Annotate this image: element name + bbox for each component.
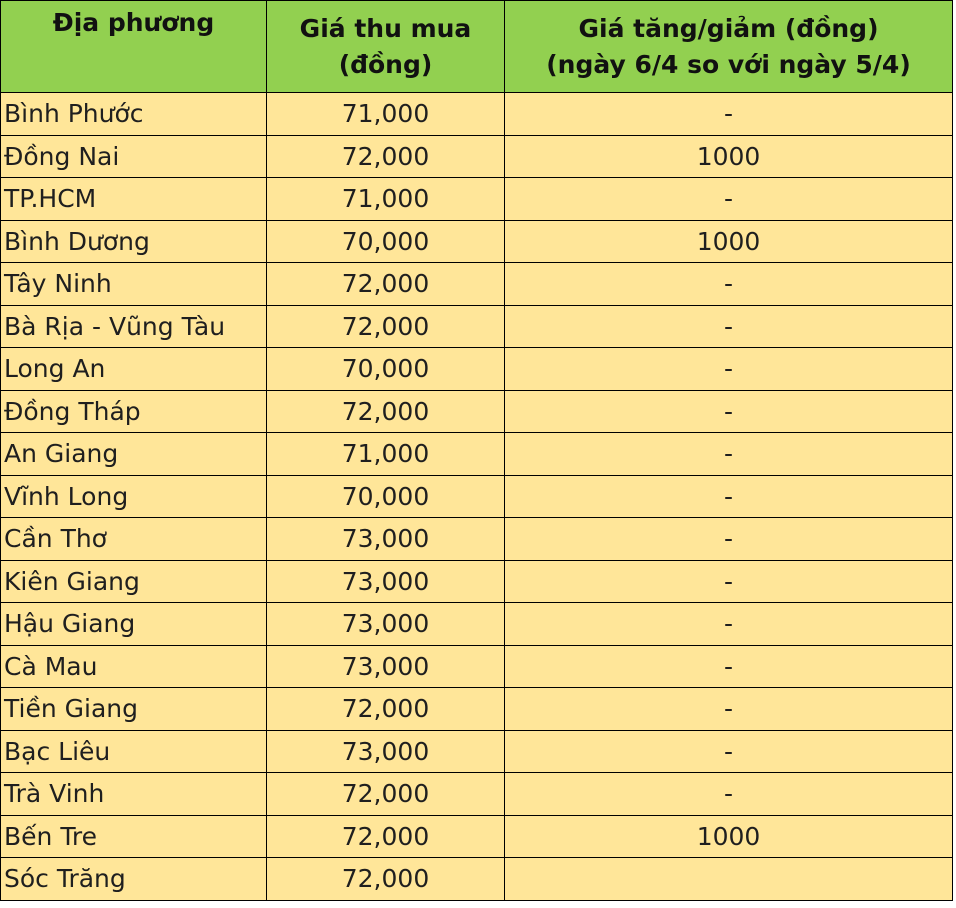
- price-cell: 72,000: [266, 389, 505, 433]
- change-cell: -: [504, 347, 953, 391]
- change-cell: -: [504, 517, 953, 561]
- table-row: Tiền Giang 72,000-: [0, 687, 953, 731]
- price-cell: 72,000: [266, 134, 505, 178]
- location-cell: Tây Ninh: [0, 262, 267, 306]
- table-row: Cà Mau 73,000-: [0, 644, 953, 688]
- change-cell: -: [504, 474, 953, 518]
- header-price-line2: (đồng): [338, 49, 433, 79]
- location-cell: TP.HCM: [0, 177, 267, 221]
- header-price-line1: Giá thu mua: [299, 13, 472, 43]
- change-cell: [504, 857, 953, 901]
- table-row: Đồng Tháp 72,000-: [0, 389, 953, 433]
- table-row: Trà Vinh 72,000-: [0, 772, 953, 816]
- change-cell: 1000: [504, 219, 953, 263]
- location-cell: Bến Tre: [0, 814, 267, 858]
- table-row: Vĩnh Long 70,000-: [0, 474, 953, 518]
- price-cell: 72,000: [266, 772, 505, 816]
- price-cell: 73,000: [266, 602, 505, 646]
- location-cell: Bình Dương: [0, 219, 267, 263]
- change-cell: -: [504, 772, 953, 816]
- table-row: Hậu Giang 73,000-: [0, 602, 953, 646]
- change-cell: -: [504, 432, 953, 476]
- price-cell: 72,000: [266, 262, 505, 306]
- price-cell: 70,000: [266, 219, 505, 263]
- table-row: Bạc Liêu 73,000-: [0, 729, 953, 773]
- location-cell: Long An: [0, 347, 267, 391]
- table-row: An Giang 71,000-: [0, 432, 953, 476]
- table-row: Bình Phước 71,000-: [0, 92, 953, 136]
- location-cell: Vĩnh Long: [0, 474, 267, 518]
- change-cell: -: [504, 304, 953, 348]
- change-cell: -: [504, 559, 953, 603]
- table-row: Bình Dương 70,000 1000: [0, 219, 953, 263]
- change-cell: -: [504, 389, 953, 433]
- price-cell: 72,000: [266, 304, 505, 348]
- change-cell: -: [504, 602, 953, 646]
- header-price: Giá thu mua (đồng): [266, 0, 505, 93]
- table-row: Long An 70,000-: [0, 347, 953, 391]
- change-cell: -: [504, 687, 953, 731]
- location-cell: An Giang: [0, 432, 267, 476]
- location-cell: Kiên Giang: [0, 559, 267, 603]
- change-cell: -: [504, 262, 953, 306]
- change-cell: -: [504, 729, 953, 773]
- location-cell: Bà Rịa - Vũng Tàu: [0, 304, 267, 348]
- change-cell: -: [504, 644, 953, 688]
- location-cell: Sóc Trăng: [0, 857, 267, 901]
- header-change: Giá tăng/giảm (đồng) (ngày 6/4 so với ngà…: [504, 0, 953, 93]
- price-cell: 73,000: [266, 644, 505, 688]
- price-cell: 72,000: [266, 814, 505, 858]
- price-cell: 71,000: [266, 92, 505, 136]
- location-cell: Bạc Liêu: [0, 729, 267, 773]
- location-cell: Đồng Nai: [0, 134, 267, 178]
- table-row: TP.HCM 71,000-: [0, 177, 953, 221]
- price-cell: 70,000: [266, 347, 505, 391]
- header-change-line2: (ngày 6/4 so với ngày 5/4): [546, 49, 911, 79]
- price-cell: 71,000: [266, 177, 505, 221]
- location-cell: Cà Mau: [0, 644, 267, 688]
- header-location-text: Địa phương: [52, 8, 215, 37]
- table-row: Đồng Nai 72,000 1000: [0, 134, 953, 178]
- change-cell: -: [504, 92, 953, 136]
- change-cell: 1000: [504, 134, 953, 178]
- table-row: Bến Tre 72,000 1000: [0, 814, 953, 858]
- location-cell: Bình Phước: [0, 92, 267, 136]
- table-row: Bà Rịa - Vũng Tàu 72,000-: [0, 304, 953, 348]
- table-row: Sóc Trăng 72,000: [0, 857, 953, 901]
- location-cell: Hậu Giang: [0, 602, 267, 646]
- location-cell: Cần Thơ: [0, 517, 267, 561]
- table-row: Tây Ninh 72,000-: [0, 262, 953, 306]
- table-row: Cần Thơ 73,000-: [0, 517, 953, 561]
- price-cell: 71,000: [266, 432, 505, 476]
- price-cell: 72,000: [266, 687, 505, 731]
- price-cell: 73,000: [266, 559, 505, 603]
- location-cell: Đồng Tháp: [0, 389, 267, 433]
- change-cell: 1000: [504, 814, 953, 858]
- price-cell: 72,000: [266, 857, 505, 901]
- price-cell: 73,000: [266, 517, 505, 561]
- location-cell: Tiền Giang: [0, 687, 267, 731]
- price-cell: 70,000: [266, 474, 505, 518]
- header-location: Địa phương: [0, 0, 267, 93]
- location-cell: Trà Vinh: [0, 772, 267, 816]
- table-row: Kiên Giang 73,000-: [0, 559, 953, 603]
- header-row: Địa phương Giá thu mua (đồng) Giá tăng/gi…: [0, 0, 953, 93]
- change-cell: -: [504, 177, 953, 221]
- header-change-line1: Giá tăng/giảm (đồng): [578, 13, 879, 43]
- price-cell: 73,000: [266, 729, 505, 773]
